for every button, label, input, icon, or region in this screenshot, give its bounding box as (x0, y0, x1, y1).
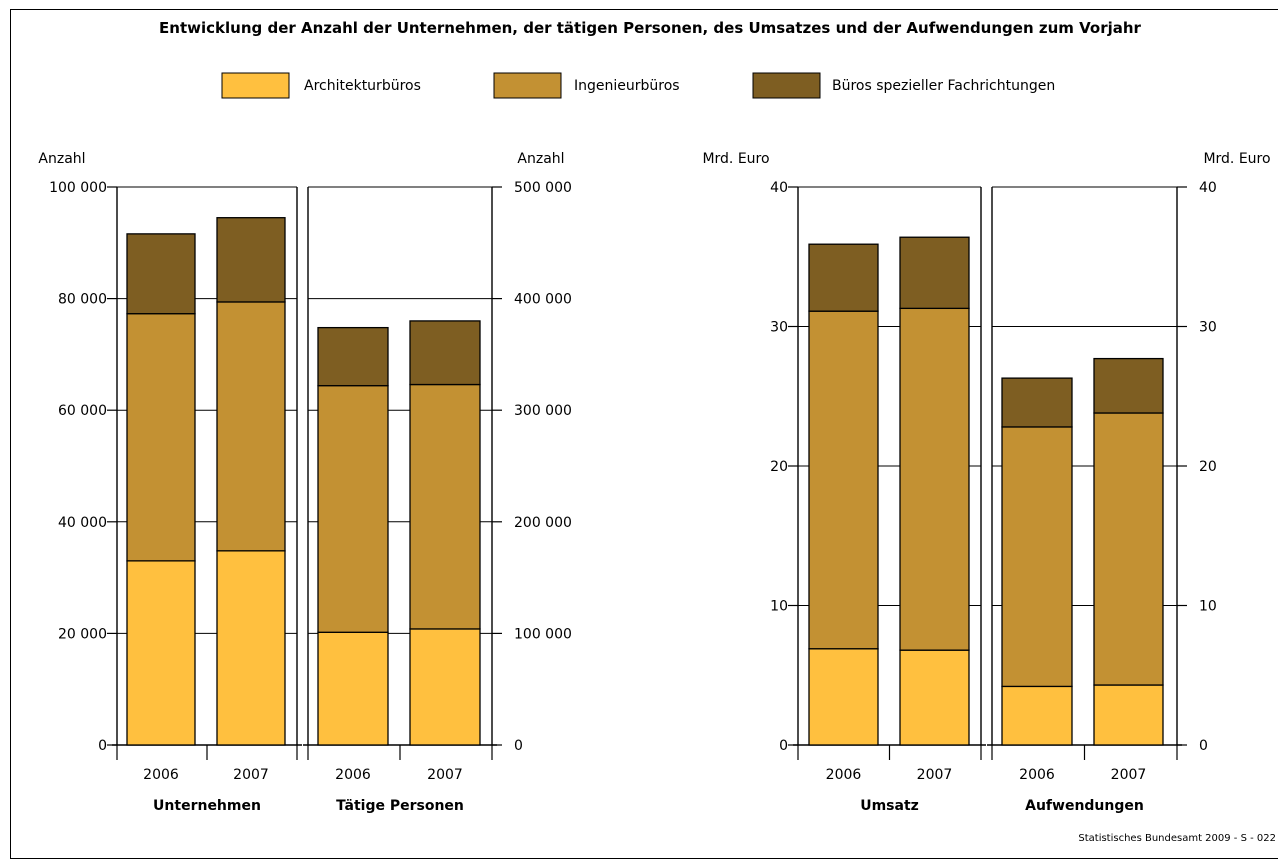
panel-2-ytick-label: 400 000 (514, 292, 572, 308)
panel-2-bar-2006-fachrichtungen (317, 326, 389, 387)
panel-1-bar-2007-ingenieur (216, 301, 286, 552)
panel-2-ytick-label: 100 000 (514, 626, 572, 642)
panel-2-unit-label: Anzahl (517, 151, 564, 167)
panel-2-bar-2007-ingenieur (409, 383, 481, 630)
panel-3-bar-2006-fachrichtungen (808, 243, 879, 312)
panel-2-ytick-label: 300 000 (514, 403, 572, 419)
panel-4-ytick-label: 40 (1199, 180, 1217, 196)
panel-3-ytick-label: 20 (770, 459, 788, 475)
panel-3-group-label: Umsatz (860, 798, 919, 814)
legend-swatch-ingenieur (493, 72, 562, 99)
panel-4-ytick-label: 20 (1199, 459, 1217, 475)
panel-2-category-label: 2007 (427, 767, 463, 783)
panel-3-unit-label: Mrd. Euro (702, 151, 769, 167)
panel-3-ytick-label: 10 (770, 599, 788, 615)
panel-4-category-label: 2006 (1019, 767, 1055, 783)
panel-1-bar-2006-architektur (126, 560, 196, 746)
source-note: Statistisches Bundesamt 2009 - S - 022 (1078, 833, 1276, 844)
panel-2-bar-2007-architektur (409, 628, 481, 746)
panel-4-bar-2006-architektur (1001, 685, 1073, 746)
legend-label-ingenieur: Ingenieurbüros (574, 78, 680, 94)
panel-3-bar-2007-ingenieur (899, 307, 970, 651)
legend-swatch-architektur (221, 72, 290, 99)
panel-1-category-label: 2006 (143, 767, 179, 783)
panel-1-ytick-label: 100 000 (49, 180, 107, 196)
legend-swatch-fachrichtungen (752, 72, 821, 99)
panel-1-bar-2006-fachrichtungen (126, 233, 196, 315)
panel-2-group-label: Tätige Personen (336, 798, 464, 814)
panel-3-bar-2007-fachrichtungen (899, 236, 970, 310)
panel-1-bar-2007-architektur (216, 550, 286, 746)
panel-1-ytick-label: 60 000 (58, 403, 107, 419)
panel-2-ytick-label: 200 000 (514, 515, 572, 531)
panel-1-bar-2006-ingenieur (126, 313, 196, 562)
panel-4-unit-label: Mrd. Euro (1203, 151, 1270, 167)
panel-1-ytick-label: 20 000 (58, 626, 107, 642)
legend: Architekturbüros Ingenieurbüros Büros sp… (221, 72, 1055, 99)
panel-2-ytick-label: 0 (514, 738, 523, 754)
panel-4-ytick-label: 10 (1199, 599, 1217, 615)
panel-3-category-label: 2006 (826, 767, 862, 783)
panel-3-ytick-label: 40 (770, 180, 788, 196)
panel-4-bar-2006-ingenieur (1001, 426, 1073, 688)
panel-1-category-label: 2007 (233, 767, 269, 783)
panel-4-bar-2007-fachrichtungen (1093, 357, 1164, 414)
panel-4-group-label: Aufwendungen (1025, 798, 1144, 814)
panel-1-ytick-label: 0 (98, 738, 107, 754)
panel-2-category-label: 2006 (335, 767, 371, 783)
panel-2-ytick-label: 500 000 (514, 180, 572, 196)
panel-3-bar-2007-architektur (899, 649, 970, 746)
panel-2-bar-2007-fachrichtungen (409, 320, 481, 386)
legend-label-architektur: Architekturbüros (304, 78, 421, 94)
panel-4-category-label: 2007 (1111, 767, 1147, 783)
panel-4-bar-2006-fachrichtungen (1001, 377, 1073, 428)
panel-1-group-label: Unternehmen (153, 798, 261, 814)
panel-4-bar-2007-architektur (1093, 684, 1164, 746)
panel-4-ytick-label: 0 (1199, 738, 1208, 754)
panel-2-bar-2006-architektur (317, 631, 389, 746)
legend-label-fachrichtungen: Büros spezieller Fachrichtungen (832, 78, 1055, 94)
panel-4-ytick-label: 30 (1199, 320, 1217, 336)
panel-4-bar-2007-ingenieur (1093, 412, 1164, 686)
bars-layer (126, 217, 1164, 746)
panel-3-bar-2006-architektur (808, 648, 879, 746)
panel-3-ytick-label: 30 (770, 320, 788, 336)
panel-3-ytick-label: 0 (779, 738, 788, 754)
chart-title: Entwicklung der Anzahl der Unternehmen, … (159, 19, 1142, 37)
panel-3-bar-2006-ingenieur (808, 310, 879, 650)
panel-1-bar-2007-fachrichtungen (216, 217, 286, 303)
panel-3-category-label: 2007 (917, 767, 953, 783)
panel-1-ytick-label: 40 000 (58, 515, 107, 531)
panel-2-bar-2006-ingenieur (317, 384, 389, 633)
panel-1-unit-label: Anzahl (38, 151, 85, 167)
panel-1-ytick-label: 80 000 (58, 292, 107, 308)
